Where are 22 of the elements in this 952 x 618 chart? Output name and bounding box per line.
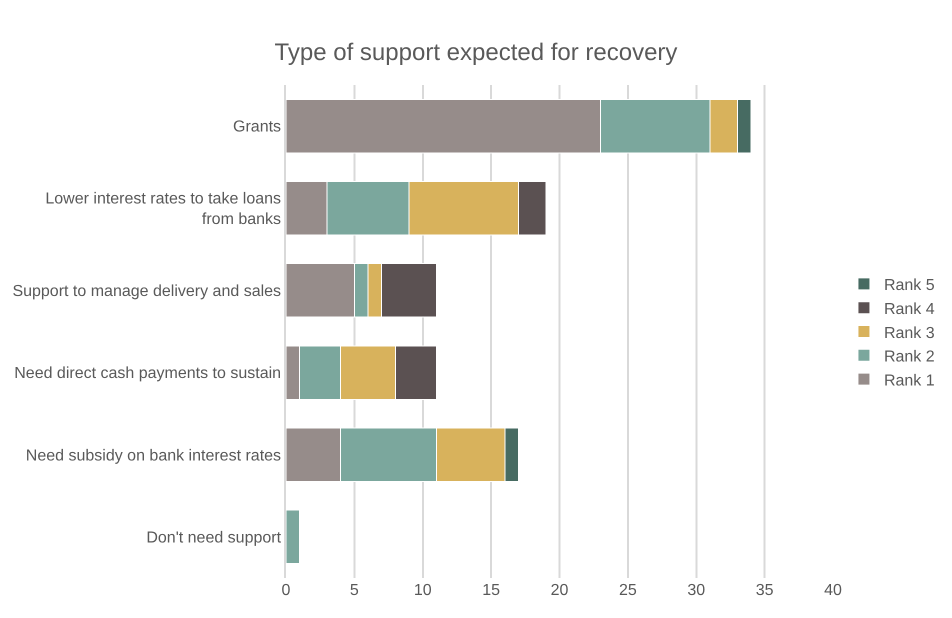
- x-tick-label: 40: [824, 582, 842, 599]
- legend-label: Rank 4: [884, 300, 935, 318]
- y-tick-label: Grants: [233, 118, 282, 136]
- legend-label: Rank 2: [884, 348, 935, 366]
- y-tick-label: Don't need support: [146, 530, 282, 547]
- legend-label: Rank 3: [884, 324, 935, 342]
- y-tick-label: Need subsidy on bank interest rates: [26, 447, 282, 464]
- bar: [286, 510, 300, 564]
- y-tick-label: Support to manage delivery and sales: [12, 283, 282, 300]
- legend-label: Rank 1: [884, 372, 935, 390]
- x-tick-label: 10: [414, 582, 432, 599]
- x-tick-label: 0: [282, 582, 291, 599]
- x-tick-label: 5: [350, 582, 359, 599]
- chart-title: Type of support expected for recovery: [274, 39, 678, 66]
- y-tick-label: Need direct cash payments to sustain: [14, 365, 282, 382]
- legend-label: Rank 5: [884, 277, 935, 294]
- x-tick-label: 30: [687, 582, 706, 599]
- y-tick-label: Lower interest rates to take loans from banks: [45, 190, 282, 228]
- x-tick-label: 15: [482, 582, 500, 599]
- x-tick-label: 25: [618, 582, 637, 599]
- x-tick-label: 35: [756, 582, 774, 599]
- x-tick-label: 20: [550, 582, 568, 599]
